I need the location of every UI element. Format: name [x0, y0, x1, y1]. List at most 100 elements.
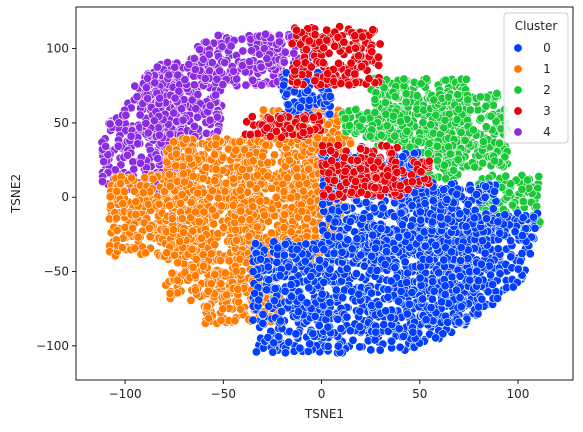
data-point: [191, 207, 201, 217]
data-point: [174, 86, 184, 96]
data-point: [280, 210, 290, 220]
data-point: [263, 262, 273, 272]
data-point: [340, 202, 350, 212]
data-point: [201, 37, 211, 47]
data-point: [256, 62, 266, 72]
data-point: [215, 66, 225, 76]
data-point: [248, 156, 258, 166]
data-point: [401, 89, 411, 99]
data-point: [441, 75, 451, 85]
data-point: [370, 243, 380, 253]
data-point: [383, 285, 393, 295]
data-point: [206, 249, 216, 259]
data-point: [465, 105, 475, 115]
data-point: [381, 247, 391, 257]
data-point: [209, 219, 219, 229]
data-point: [376, 224, 386, 234]
data-point: [138, 188, 148, 198]
data-point: [387, 336, 397, 346]
data-point: [176, 198, 186, 208]
data-point: [263, 171, 273, 181]
data-point: [170, 62, 180, 72]
data-point: [132, 92, 142, 102]
data-point: [315, 263, 325, 273]
data-point: [171, 161, 181, 171]
data-point: [355, 322, 365, 332]
data-point: [180, 75, 190, 85]
data-point: [232, 74, 242, 84]
data-point: [414, 136, 424, 146]
data-point: [173, 70, 183, 80]
data-point: [481, 122, 491, 132]
data-point: [452, 115, 462, 125]
data-point: [276, 316, 286, 326]
data-point: [180, 177, 190, 187]
data-point: [468, 125, 478, 135]
data-point: [292, 244, 302, 254]
data-point: [274, 37, 284, 47]
data-point: [322, 230, 332, 240]
data-point: [178, 115, 188, 125]
data-point: [184, 154, 194, 164]
data-point: [211, 140, 221, 150]
data-point: [325, 109, 335, 119]
data-point: [233, 284, 243, 294]
data-point: [129, 164, 139, 174]
data-point: [175, 237, 185, 247]
data-point: [267, 183, 277, 193]
data-point: [229, 66, 239, 76]
data-point: [323, 322, 333, 332]
data-point: [286, 280, 296, 290]
data-point: [258, 105, 268, 115]
data-point: [380, 259, 390, 269]
data-point: [190, 65, 200, 75]
data-point: [366, 345, 376, 355]
data-point: [276, 306, 286, 316]
data-point: [113, 141, 123, 151]
data-point: [308, 329, 318, 339]
data-point: [210, 240, 220, 250]
data-point: [264, 301, 274, 311]
data-point: [303, 346, 313, 356]
data-point: [208, 186, 218, 196]
data-point: [304, 95, 314, 105]
data-point: [231, 145, 241, 155]
data-point: [506, 179, 516, 189]
data-point: [266, 228, 276, 238]
data-point: [402, 277, 412, 287]
data-point: [291, 329, 301, 339]
data-point: [330, 217, 340, 227]
data-point: [140, 173, 150, 183]
data-point: [386, 276, 396, 286]
data-point: [305, 339, 315, 349]
data-point: [381, 109, 391, 119]
data-point: [248, 202, 258, 212]
data-point: [114, 118, 124, 128]
data-point: [188, 171, 198, 181]
data-point: [380, 98, 390, 108]
data-point: [251, 239, 261, 249]
data-point: [390, 131, 400, 141]
data-point: [486, 111, 496, 121]
data-point: [131, 197, 141, 207]
data-point: [189, 121, 199, 131]
data-point: [393, 296, 403, 306]
data-point: [133, 232, 143, 242]
data-point: [215, 255, 225, 265]
data-point: [169, 108, 179, 118]
data-point: [273, 243, 283, 253]
data-point: [388, 111, 398, 121]
data-point: [228, 200, 238, 210]
data-point: [238, 46, 248, 56]
data-point: [319, 245, 329, 255]
data-point: [463, 95, 473, 105]
data-point: [189, 53, 199, 63]
data-point: [186, 295, 196, 305]
data-point: [494, 138, 504, 148]
data-point: [210, 176, 220, 186]
data-point: [218, 153, 228, 163]
data-point: [275, 271, 285, 281]
data-point: [315, 255, 325, 265]
data-point: [200, 74, 210, 84]
data-point: [306, 271, 316, 281]
